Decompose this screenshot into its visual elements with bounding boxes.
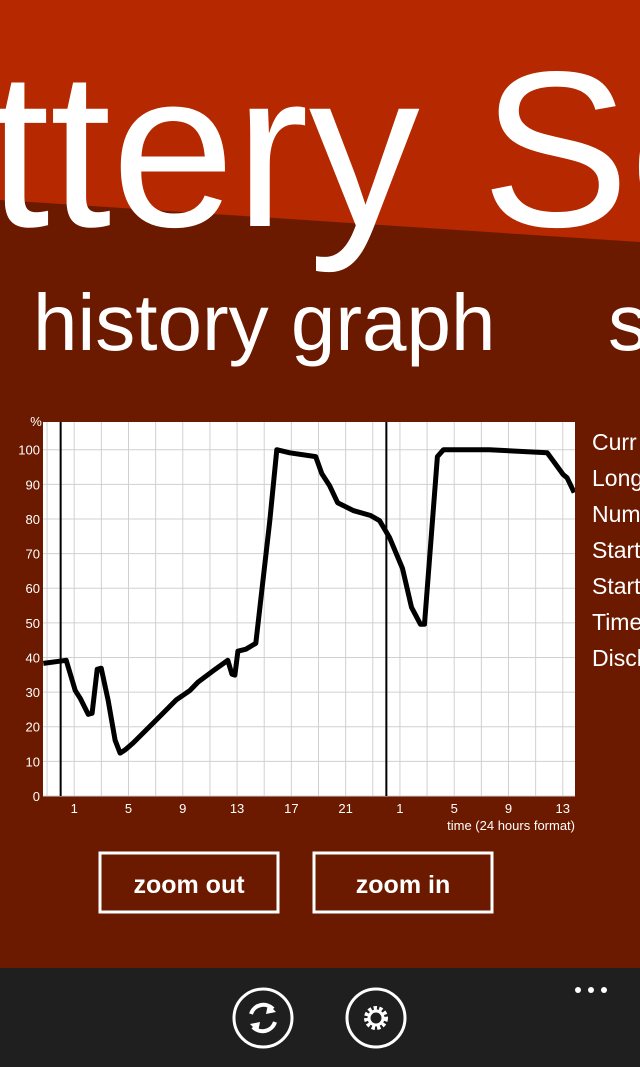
x-tick-label: 1 — [396, 801, 403, 816]
y-tick-label: 80 — [26, 512, 40, 527]
x-tick-label: 5 — [451, 801, 458, 816]
stat-label: Long — [592, 465, 640, 491]
battery-line — [43, 447, 575, 756]
pivot-title: history graph — [33, 278, 495, 367]
button-label[interactable]: zoom out — [133, 871, 245, 899]
dot — [575, 987, 581, 993]
x-tick-label: 1 — [71, 801, 78, 816]
gear-teeth — [364, 1006, 388, 1030]
y-tick-label: 90 — [26, 477, 40, 492]
y-axis-label: % — [30, 414, 42, 429]
app-bar — [0, 968, 640, 1067]
more-button[interactable] — [575, 987, 607, 993]
plot-area — [43, 422, 575, 796]
gear-icon — [367, 1009, 385, 1027]
x-tick-label: 5 — [125, 801, 132, 816]
refresh-arrows — [250, 1004, 276, 1032]
stat-label: Start — [592, 537, 640, 563]
y-tick-label: 100 — [18, 443, 40, 458]
zoom-out-button[interactable]: zoom out — [98, 851, 280, 914]
app-title: ttery Se — [0, 26, 640, 274]
icon-ring — [345, 987, 407, 1049]
refresh-button[interactable] — [232, 987, 294, 1049]
stat-label: Disch — [592, 645, 640, 671]
y-tick-label: 60 — [26, 581, 40, 596]
x-axis-label: time (24 hours format) — [447, 818, 575, 833]
stat-label: Num — [592, 501, 640, 527]
stat-label: Curr — [592, 429, 637, 455]
y-tick-label: 70 — [26, 547, 40, 562]
button-label[interactable]: zoom in — [356, 871, 450, 899]
banner — [0, 0, 640, 242]
button-frame — [98, 851, 280, 914]
x-tick-label: 17 — [284, 801, 298, 816]
settings-button[interactable] — [345, 987, 407, 1049]
x-tick-label: 9 — [179, 801, 186, 816]
stat-label: Start — [592, 573, 640, 599]
pivot-next: s — [608, 278, 640, 367]
dot — [588, 987, 594, 993]
dot — [601, 987, 607, 993]
stat-label: Time — [592, 609, 640, 635]
y-tick-label: 0 — [33, 789, 40, 804]
button-frame — [312, 851, 494, 914]
x-tick-label: 13 — [230, 801, 244, 816]
y-tick-label: 20 — [26, 720, 40, 735]
y-tick-label: 50 — [26, 616, 40, 631]
x-tick-label: 13 — [556, 801, 570, 816]
zoom-in-button[interactable]: zoom in — [312, 851, 494, 914]
x-tick-label: 21 — [338, 801, 352, 816]
x-tick-label: 9 — [505, 801, 512, 816]
y-tick-label: 30 — [26, 685, 40, 700]
icon-ring — [232, 987, 294, 1049]
y-tick-label: 40 — [26, 650, 40, 665]
y-tick-label: 10 — [26, 754, 40, 769]
